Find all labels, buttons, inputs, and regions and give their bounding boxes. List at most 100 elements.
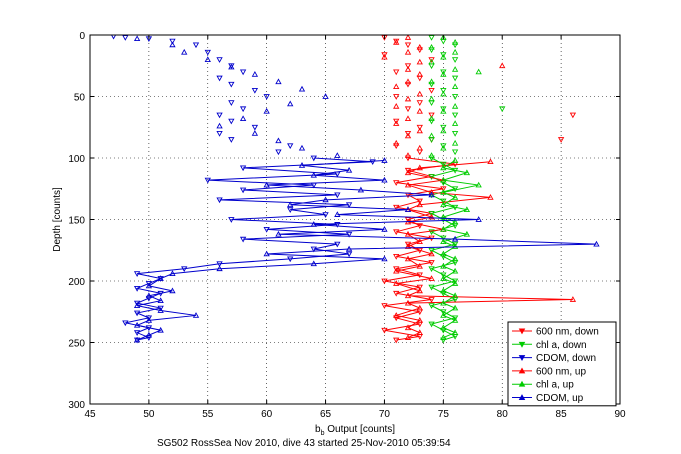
data-point — [440, 52, 447, 59]
data-point — [451, 329, 459, 336]
data-point — [428, 321, 435, 328]
data-point — [169, 41, 176, 48]
ticks: 45 50 55 60 65 70 75 80 85 90 0 50 100 150 200 250 300 — [68, 31, 626, 420]
data-point — [451, 317, 459, 323]
y-tick-label: 250 — [68, 339, 85, 350]
data-point — [381, 52, 388, 59]
data-point — [287, 100, 294, 107]
data-point — [428, 210, 435, 217]
data-point — [440, 144, 447, 151]
y-tick-label: 150 — [68, 216, 85, 227]
data-point — [451, 218, 459, 225]
x-axis-label-main: b — [315, 424, 321, 435]
chart-caption: SG502 RossSea Nov 2010, dive 43 started … — [157, 438, 451, 449]
data-point — [145, 282, 153, 289]
data-point — [393, 180, 400, 186]
data-point — [239, 187, 247, 194]
data-point — [404, 81, 412, 88]
data-point — [381, 255, 388, 262]
data-point — [404, 155, 412, 162]
legend-box — [507, 321, 617, 407]
data-point — [404, 206, 412, 213]
data-point — [463, 230, 471, 237]
data-point — [381, 176, 388, 183]
data-point — [416, 198, 423, 205]
data-point — [263, 181, 270, 188]
data-point — [228, 63, 235, 70]
y-axis-label: Depth [counts] — [52, 187, 63, 252]
x-axis-label: bb Output [counts] — [315, 424, 395, 437]
data-point — [440, 161, 447, 168]
data-point — [393, 267, 400, 274]
data-point — [428, 297, 435, 303]
data-point — [393, 254, 400, 260]
data-point — [393, 69, 400, 76]
x-axis-label-rest: Output [counts] — [324, 424, 395, 435]
data-point — [475, 216, 482, 222]
data-point — [416, 100, 423, 106]
data-point — [428, 87, 435, 94]
legend-marker — [518, 328, 526, 335]
data-point — [228, 137, 235, 143]
data-point — [393, 39, 400, 45]
data-point — [263, 94, 270, 100]
data-point — [451, 139, 459, 146]
data-point — [345, 251, 353, 258]
data-point — [404, 334, 412, 340]
legend-marker — [518, 380, 526, 387]
legend-entry-label: CDOM, up — [536, 393, 584, 404]
data-point — [440, 189, 447, 195]
data-point — [416, 71, 423, 77]
data-point — [228, 100, 235, 106]
data-point — [451, 94, 459, 100]
data-point — [345, 231, 353, 238]
data-point — [440, 35, 447, 40]
data-point — [404, 167, 412, 174]
data-point — [239, 69, 247, 76]
data-point — [404, 230, 412, 237]
y-tick-label: 50 — [74, 93, 86, 104]
data-point — [133, 286, 141, 292]
x-tick-label: 55 — [202, 409, 214, 420]
data-point — [451, 75, 459, 82]
data-point — [133, 330, 141, 336]
legend-marker — [518, 355, 526, 362]
data-point — [393, 266, 400, 273]
data-point — [393, 204, 400, 211]
series-line — [394, 161, 573, 339]
data-point — [204, 177, 211, 184]
data-point — [451, 48, 459, 55]
data-point — [440, 250, 447, 257]
data-point — [204, 56, 211, 62]
data-point — [334, 222, 341, 228]
y-tick-label: 100 — [68, 154, 85, 165]
data-point — [428, 132, 435, 139]
series — [381, 35, 577, 344]
data-point — [157, 307, 164, 313]
data-point — [322, 212, 329, 218]
data-point — [499, 106, 506, 113]
data-point — [416, 75, 423, 82]
x-tick-label: 90 — [614, 409, 626, 420]
data-point — [145, 315, 153, 322]
data-point — [357, 186, 365, 193]
data-point — [428, 95, 435, 102]
data-point — [451, 66, 459, 72]
data-point — [239, 165, 247, 172]
data-point — [428, 81, 435, 88]
data-point — [440, 309, 447, 316]
data-point — [239, 106, 247, 113]
data-point — [334, 241, 341, 248]
data-point — [428, 47, 435, 54]
data-point — [216, 131, 223, 137]
data-point — [428, 115, 435, 122]
data-point — [440, 107, 447, 114]
data-point — [145, 281, 153, 287]
data-point — [440, 226, 447, 232]
data-point — [440, 337, 447, 344]
data-point — [440, 53, 447, 60]
data-point — [428, 78, 435, 85]
legend-marker — [518, 394, 526, 400]
grid — [90, 35, 620, 404]
